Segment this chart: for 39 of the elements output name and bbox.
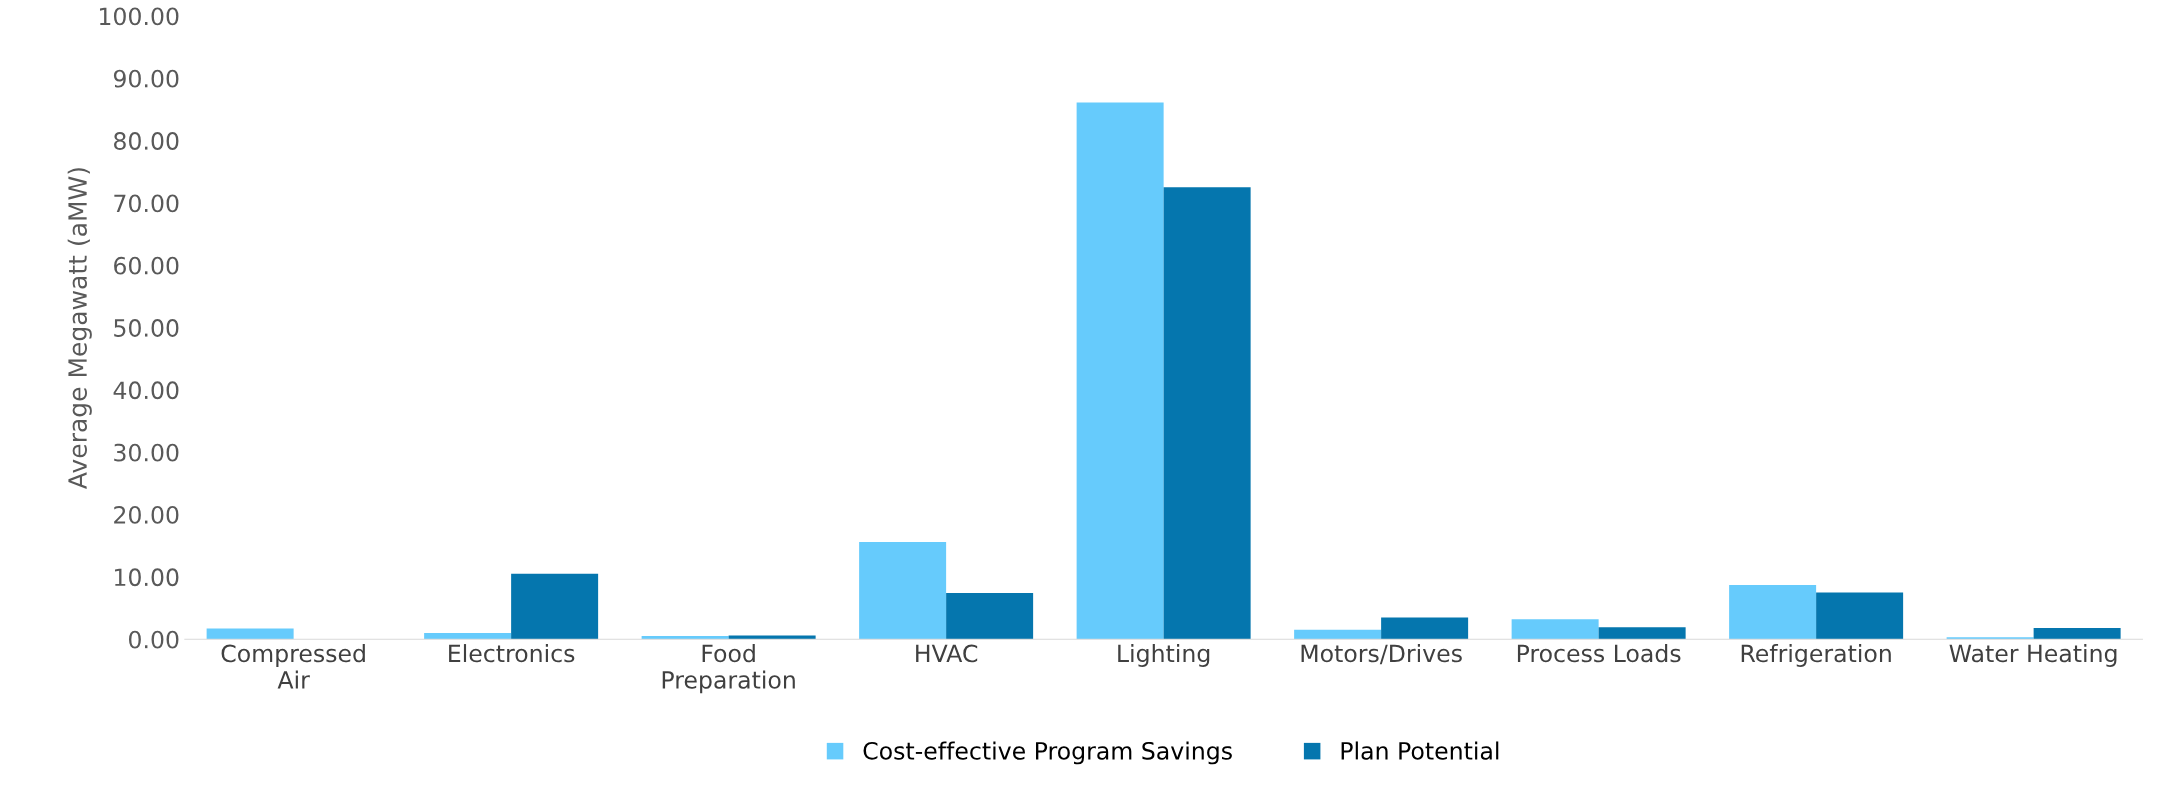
y-tick-label: 10.00 (115, 568, 179, 587)
bar (424, 632, 512, 640)
bar (641, 636, 729, 640)
x-tick-label: Lighting (1118, 644, 1210, 667)
x-tick-label: Food Preparation (662, 644, 795, 694)
y-tick-label: 70.00 (114, 194, 179, 213)
bar (1729, 584, 1817, 640)
y-tick-label: 20.00 (114, 506, 179, 524)
bar (1076, 102, 1164, 640)
y-tick-label: 60.00 (114, 256, 179, 275)
y-axis-title: Average Megawatt (aMW) (67, 168, 92, 489)
bar (1816, 592, 1904, 640)
bar (946, 593, 1034, 640)
x-tick-label: Process Loads (1517, 644, 1681, 663)
bar (2033, 627, 2121, 640)
x-tick-label: HVAC (916, 644, 978, 663)
y-tick-label: 0.00 (129, 630, 179, 649)
bar (1511, 619, 1599, 640)
bar (1163, 187, 1251, 640)
x-tick-label: Refrigeration (1741, 644, 1891, 667)
bar (206, 628, 294, 640)
legend-label: Cost-effective Program Savings (863, 741, 1232, 765)
x-tick-label: Electronics (449, 644, 575, 663)
bar (1598, 627, 1686, 640)
legend-label: Plan Potential (1341, 741, 1499, 760)
y-tick-label: 100.00 (99, 7, 179, 26)
x-tick-label: Compressed Air (221, 644, 365, 689)
bar (1381, 617, 1469, 640)
x-tick-label: Motors/Drives (1301, 644, 1462, 665)
y-tick-label: 30.00 (114, 443, 179, 462)
y-tick-label: 50.00 (114, 319, 179, 337)
x-tick-label: Water Heating (1949, 644, 2117, 667)
y-tick-label: 90.00 (113, 69, 179, 88)
bar (1294, 629, 1382, 640)
y-tick-label: 40.00 (113, 381, 179, 400)
bar (511, 573, 599, 640)
bar (728, 635, 816, 640)
y-tick-label: 80.00 (114, 132, 179, 150)
bar (859, 541, 947, 640)
